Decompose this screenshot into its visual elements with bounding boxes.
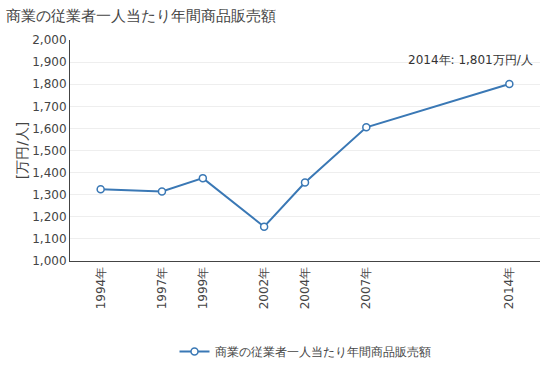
svg-text:1994年: 1994年 (94, 267, 108, 310)
svg-text:商業の従業者一人当たり年間商品販売額: 商業の従業者一人当たり年間商品販売額 (215, 345, 431, 359)
svg-text:1,100: 1,100 (32, 232, 66, 246)
svg-text:2,000: 2,000 (32, 33, 66, 47)
svg-text:1,900: 1,900 (32, 55, 66, 69)
svg-text:商業の従業者一人当たり年間商品販売額: 商業の従業者一人当たり年間商品販売額 (6, 7, 276, 25)
svg-text:2007年: 2007年 (359, 267, 373, 310)
svg-text:1,800: 1,800 (32, 77, 66, 91)
svg-text:1997年: 1997年 (155, 267, 169, 310)
svg-text:1,500: 1,500 (32, 144, 66, 158)
svg-text:1,000: 1,000 (32, 254, 66, 268)
svg-text:2014年: 1,801万円/人: 2014年: 1,801万円/人 (408, 53, 533, 67)
svg-text:1,700: 1,700 (32, 100, 66, 114)
svg-text:2014年: 2014年 (502, 267, 516, 310)
svg-text:1,200: 1,200 (32, 210, 66, 224)
svg-text:2004年: 2004年 (298, 267, 312, 310)
svg-text:1,600: 1,600 (32, 122, 66, 136)
svg-text:1999年: 1999年 (196, 267, 210, 310)
svg-text:[万円/人]: [万円/人] (14, 122, 30, 180)
svg-text:1,400: 1,400 (32, 166, 66, 180)
svg-text:1,300: 1,300 (32, 188, 66, 202)
svg-text:2002年: 2002年 (257, 267, 271, 310)
